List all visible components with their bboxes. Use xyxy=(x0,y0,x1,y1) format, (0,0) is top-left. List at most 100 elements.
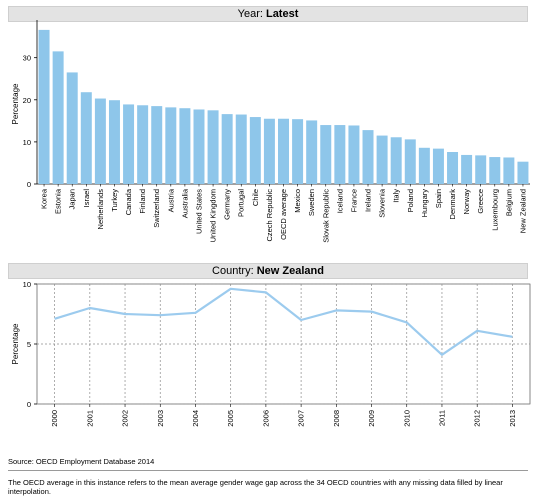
line-x-tick-label: 2004 xyxy=(191,410,200,427)
bar-chart: 0 10 20 30 Percentage Korea Estonia Japan Israel… xyxy=(11,20,530,243)
bar-chile xyxy=(249,117,261,184)
bar-category-label: Korea xyxy=(40,188,49,209)
bar-category-label: Hungary xyxy=(420,189,429,218)
bar-portugal xyxy=(235,114,247,184)
line-y-axis-title: Percentage xyxy=(11,323,20,364)
bar-korea xyxy=(38,29,50,184)
bar-category-label: Luxembourg xyxy=(490,189,499,231)
bar-turkey xyxy=(108,100,120,184)
bar-category-label: Portugal xyxy=(237,189,246,217)
line-x-tick-label: 2007 xyxy=(297,410,306,427)
bar-category-label: Poland xyxy=(406,189,415,212)
bar-ireland xyxy=(362,130,374,184)
line-x-tick-label: 2008 xyxy=(332,410,341,427)
bar-israel xyxy=(80,92,92,184)
line-x-tick-label: 2010 xyxy=(402,410,411,427)
bar-category-label: Italy xyxy=(392,189,401,203)
line-chart-header: Country: New Zealand xyxy=(8,263,528,279)
line-y-tick-label: 5 xyxy=(27,340,31,349)
bar-category-label: Israel xyxy=(82,189,91,208)
bar-category-label: Japan xyxy=(68,189,77,209)
bar-switzerland xyxy=(151,106,163,184)
bar-y-tick-label: 0 xyxy=(27,180,31,189)
bar-header-value: Latest xyxy=(265,8,299,20)
line-x-tick-label: 2006 xyxy=(261,410,270,427)
footnote: The OECD average in this instance refers… xyxy=(8,478,503,496)
line-x-tick-label: 2009 xyxy=(367,410,376,427)
bar-category-label: Mexico xyxy=(293,189,302,213)
bar-austria xyxy=(165,107,177,184)
bar-spain xyxy=(432,148,444,184)
line-x-tick-label: 2012 xyxy=(473,410,482,427)
bar-y-tick-label: 30 xyxy=(23,54,31,63)
line-chart: 0 5 10 2000 2001 2002 2003 2004 2005 2006 2007 2008… xyxy=(11,280,531,427)
bar-category-label: Czech Republic xyxy=(265,189,274,242)
bar-category-label: Australia xyxy=(180,188,189,218)
bar-category-label: France xyxy=(349,189,358,212)
bar-category-label: Turkey xyxy=(110,189,119,212)
line-x-tick-label: 2002 xyxy=(121,410,130,427)
bar-canada xyxy=(123,104,135,184)
bar-united-states xyxy=(193,109,205,184)
bar-belgium xyxy=(503,157,515,184)
bar-category-label: Ireland xyxy=(364,189,373,212)
line-x-tick-label: 2005 xyxy=(226,410,235,427)
bar-category-label: Germany xyxy=(223,189,232,220)
divider xyxy=(8,470,528,471)
bar-poland xyxy=(404,139,416,184)
bar-netherlands xyxy=(94,98,106,184)
bar-category-label: Sweden xyxy=(307,189,316,216)
line-x-tick-label: 2011 xyxy=(437,410,446,426)
bar-united-kingdom xyxy=(207,110,219,184)
bar-category-label: United Kingdom xyxy=(209,189,218,242)
bar-category-label: New Zealand xyxy=(518,189,527,233)
bar-header-label: Year: xyxy=(237,8,266,20)
bar-italy xyxy=(390,137,402,184)
bar-category-label: Netherlands xyxy=(96,189,105,230)
bar-new-zealand xyxy=(517,161,529,184)
line-y-tick-label: 10 xyxy=(23,280,31,289)
bar-chart-header: Year: Latest xyxy=(8,6,528,22)
bar-slovenia xyxy=(376,135,388,184)
line-y-tick-label: 0 xyxy=(27,400,31,409)
bar-category-label: Switzerland xyxy=(152,189,161,228)
line-header-value: New Zealand xyxy=(256,265,324,277)
line-x-tick-label: 2001 xyxy=(85,410,94,427)
line-x-tick-label: 2003 xyxy=(156,410,165,427)
bar-category-label: Norway xyxy=(462,189,471,215)
bar-luxembourg xyxy=(489,157,501,184)
bar-y-axis-title: Percentage xyxy=(11,83,20,124)
bar-category-label: Slovenia xyxy=(378,188,387,218)
bar-france xyxy=(348,125,360,184)
bar-category-label: Greece xyxy=(476,189,485,214)
bar-category-label: Denmark xyxy=(448,189,457,220)
bar-oecd-average xyxy=(278,118,289,184)
bar-denmark xyxy=(447,152,459,184)
bar-category-label: United States xyxy=(194,189,203,234)
bar-czech-republic xyxy=(263,118,275,184)
bar-y-tick-label: 20 xyxy=(23,96,31,105)
bar-estonia xyxy=(52,51,64,184)
bar-category-label: Iceland xyxy=(335,189,344,213)
bar-slovak-republic xyxy=(320,125,332,184)
bar-category-label: Slovak Republic xyxy=(321,189,330,243)
bar-japan xyxy=(66,72,78,184)
bar-sweden xyxy=(306,120,318,184)
bar-category-label: Spain xyxy=(434,189,443,208)
line-header-label: Country: xyxy=(212,265,257,277)
bar-category-label: OECD average xyxy=(279,189,288,240)
line-x-tick-label: 2013 xyxy=(508,410,517,427)
bar-australia xyxy=(179,108,191,184)
bar-category-label: Estonia xyxy=(54,188,63,214)
bar-norway xyxy=(461,154,473,184)
bar-greece xyxy=(475,155,487,184)
bar-iceland xyxy=(334,125,346,184)
bar-category-label: Finland xyxy=(138,189,147,214)
bar-hungary xyxy=(418,147,430,184)
bar-y-tick-label: 10 xyxy=(23,138,31,147)
bar-category-label: Canada xyxy=(124,188,133,215)
bar-category-label: Belgium xyxy=(504,189,513,216)
line-series-new-zealand xyxy=(54,287,513,356)
bar-mexico xyxy=(292,119,304,184)
bar-finland xyxy=(137,105,149,184)
